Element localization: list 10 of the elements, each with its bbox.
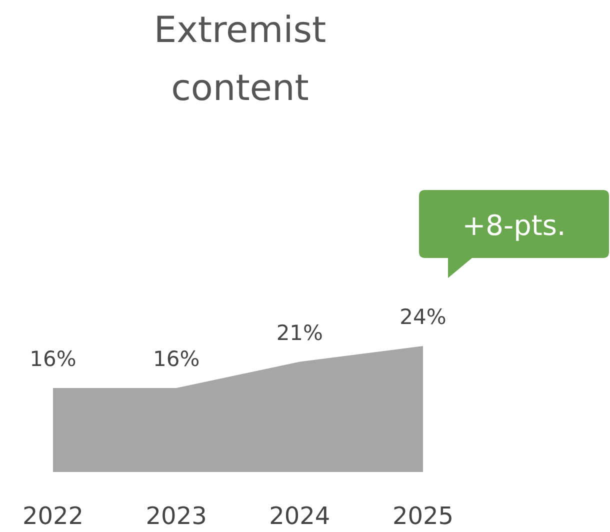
data-label: 16% (152, 347, 200, 371)
text: +8-pts. (462, 209, 566, 242)
data-label: 16% (30, 347, 76, 371)
chart-title: Extremist content (154, 10, 326, 109)
x-tick-label: 2022 (22, 502, 84, 530)
data-label: 21% (276, 320, 324, 345)
data-label: 24% (400, 305, 446, 329)
x-tick-label: 2024 (269, 502, 330, 530)
x-tick-label: 2025 (392, 502, 454, 530)
x-tick-label: 2023 (146, 502, 207, 530)
